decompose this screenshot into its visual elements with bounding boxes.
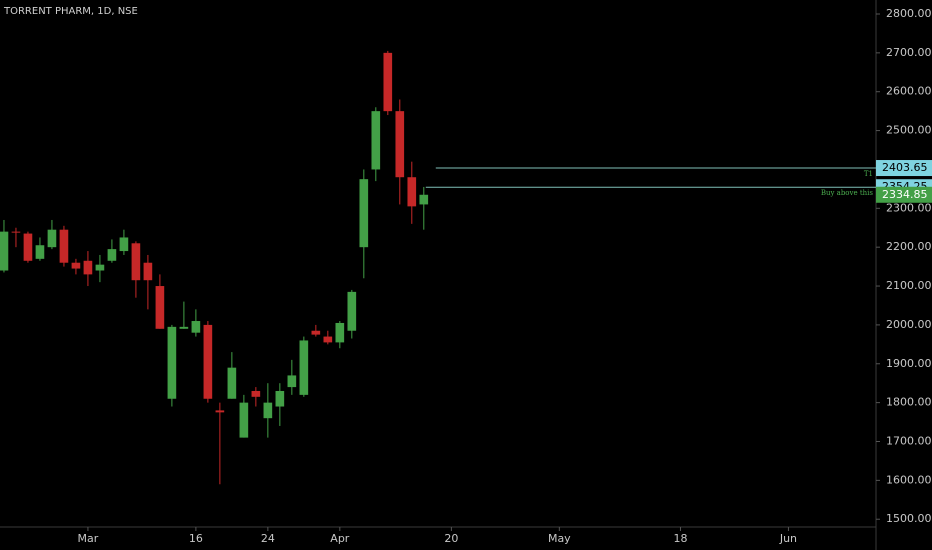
candle-body (275, 390, 285, 407)
price-tag-label: 2403.65 (882, 161, 928, 174)
candle-body (23, 233, 33, 261)
price-tag (876, 160, 932, 177)
y-tick-label: 2000.00 (886, 318, 932, 331)
candle-body (227, 367, 237, 399)
y-tick-label: 1800.00 (886, 396, 932, 409)
candle-body (167, 326, 177, 399)
current-price-tag (876, 186, 932, 203)
candle-body (155, 286, 165, 329)
candle-body (131, 243, 141, 281)
candle-body (263, 402, 273, 419)
candle-body (119, 237, 129, 252)
y-tick-label: 2700.00 (886, 46, 932, 59)
level-note: Buy above this (821, 189, 874, 197)
x-tick-label: May (548, 532, 571, 545)
candle-body (251, 390, 261, 397)
candle-body (407, 177, 417, 207)
y-tick-label: 2100.00 (886, 279, 932, 292)
candle-body (203, 324, 213, 399)
x-tick-label: Apr (330, 532, 350, 545)
x-tick-label: 18 (673, 532, 687, 545)
candle-body (83, 260, 93, 275)
candle-body (359, 179, 369, 248)
y-tick-label: 1900.00 (886, 357, 932, 370)
y-tick-label: 2200.00 (886, 240, 932, 253)
candle-body (311, 330, 321, 335)
candle-body (239, 402, 249, 438)
candle-body (47, 229, 57, 248)
chart-title: TORRENT PHARM, 1D, NSE (3, 6, 138, 17)
candle-body (11, 231, 21, 233)
x-tick-label: Jun (779, 532, 797, 545)
candle-body (347, 291, 357, 331)
x-tick-label: 24 (261, 532, 275, 545)
candle-body (335, 322, 345, 343)
y-tick-label: 2800.00 (886, 7, 932, 20)
candle-body (419, 194, 429, 205)
candle-body (191, 321, 201, 333)
candle-body (215, 410, 225, 413)
y-tick-label: 2300.00 (886, 201, 932, 214)
x-tick-label: 16 (189, 532, 203, 545)
candle-body (299, 340, 309, 395)
candle-body (323, 336, 333, 343)
x-tick-label: 20 (444, 532, 458, 545)
candle-body (143, 262, 153, 281)
candle-body (179, 326, 189, 329)
candle-body (59, 229, 69, 263)
y-tick-label: 1500.00 (886, 512, 932, 525)
x-tick-label: Mar (78, 532, 99, 545)
candle-body (71, 262, 81, 269)
current-price-label: 2334.85 (882, 188, 928, 201)
candle-body (95, 264, 105, 271)
candle-body (35, 245, 45, 259)
candle-body (287, 375, 297, 388)
y-tick-label: 1600.00 (886, 473, 932, 486)
candle-body (0, 231, 9, 271)
level-note: T1 (864, 170, 873, 178)
y-tick-label: 1700.00 (886, 434, 932, 447)
candle-body (371, 111, 381, 170)
y-tick-label: 2500.00 (886, 124, 932, 137)
candle-body (395, 111, 405, 178)
candle-body (107, 249, 117, 261)
y-tick-label: 2600.00 (886, 85, 932, 98)
candle-body (383, 52, 393, 112)
